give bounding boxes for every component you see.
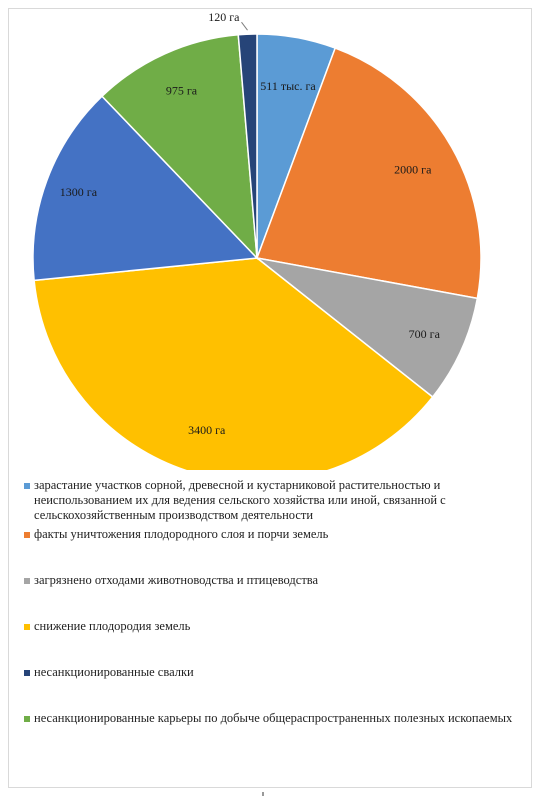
pie-label-slice-1300: 1300 га (60, 185, 98, 199)
legend-label-dumps: несанкционированные свалки (34, 665, 194, 679)
legend-item-dumps: несанкционированные свалки (24, 665, 524, 680)
legend-label-livestock-waste: загрязнено отходами животноводства и пти… (34, 573, 319, 587)
pie-label-soil-destruction: 2000 га (394, 163, 432, 177)
pie-label-livestock-waste: 700 га (409, 327, 441, 341)
page-marker (262, 792, 264, 796)
pie-chart: 511 тыс. га 2000 га 700 га 3400 га 1300 га 97… (32, 10, 482, 470)
legend-label-overgrowth: зарастание участков сорной, древесной и … (34, 478, 446, 522)
legend-swatch-dumps (24, 670, 30, 676)
legend-item-quarries: несанкционированные карьеры по добыче об… (24, 711, 524, 726)
legend-item-overgrowth: зарастание участков сорной, древесной и … (24, 478, 524, 523)
pie-slice-slice-1300 (32, 95, 259, 282)
legend-item-livestock-waste: загрязнено отходами животноводства и пти… (24, 573, 524, 588)
legend-swatch-fertility-decline (24, 624, 30, 630)
legend-item-fertility-decline: снижение плодородия земель (24, 619, 524, 634)
pie-label-quarries: 975 га (166, 84, 198, 98)
pie-label-overgrowth: 511 тыс. га (260, 79, 316, 93)
pie-label-dumps: 120 га (208, 10, 240, 24)
pie-slice-fertility-decline (33, 257, 434, 470)
legend-swatch-overgrowth (24, 483, 30, 489)
legend-label-quarries: несанкционированные карьеры по добыче об… (34, 711, 513, 725)
pie-slice-soil-destruction (255, 47, 482, 300)
pie-slice-quarries (100, 33, 258, 261)
legend-swatch-livestock-waste (24, 578, 30, 584)
legend-item-soil-destruction: факты уничтожения плодородного слоя и по… (24, 527, 524, 542)
legend-label-fertility-decline: снижение плодородия земель (34, 619, 191, 633)
legend-swatch-quarries (24, 716, 30, 722)
pie-label-fertility-decline: 3400 га (188, 423, 226, 437)
pie-leader-line-dumps (241, 21, 248, 31)
legend-swatch-soil-destruction (24, 532, 30, 538)
legend-label-soil-destruction: факты уничтожения плодородного слоя и по… (34, 527, 329, 541)
pie-slice-livestock-waste (256, 257, 479, 399)
pie-slice-dumps (237, 33, 258, 259)
